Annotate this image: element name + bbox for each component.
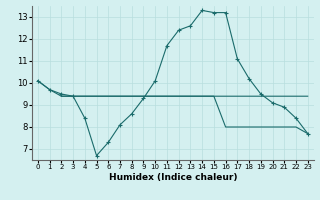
X-axis label: Humidex (Indice chaleur): Humidex (Indice chaleur)	[108, 173, 237, 182]
